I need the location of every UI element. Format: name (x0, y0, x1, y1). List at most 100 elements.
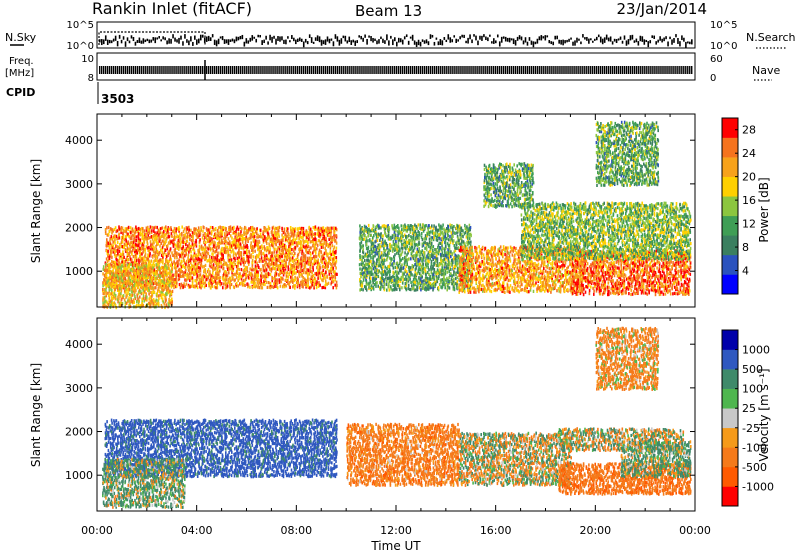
heatmap-cell (219, 276, 221, 279)
heatmap-cell (267, 228, 269, 231)
heatmap-cell (181, 284, 183, 287)
heatmap-cell (273, 231, 275, 234)
heatmap-cell (143, 299, 145, 302)
freq-sample (507, 66, 508, 74)
heatmap-cell (260, 250, 262, 253)
heatmap-cell (151, 299, 153, 302)
freq-sample (186, 66, 187, 74)
heatmap-cell (222, 233, 224, 236)
heatmap-cell (396, 288, 398, 291)
freq-sample (618, 66, 619, 74)
noise-sample (515, 40, 517, 45)
freq-sample (554, 66, 555, 74)
noise-sample (485, 36, 487, 40)
noise-sample (166, 40, 168, 44)
heatmap-cell (232, 277, 234, 280)
heatmap-cell (106, 226, 108, 229)
heatmap-cell (302, 238, 304, 241)
heatmap-cell (128, 258, 130, 261)
freq-sample (176, 66, 177, 74)
heatmap-cell (116, 258, 118, 261)
noise-sample (386, 34, 388, 40)
heatmap-cell (254, 250, 256, 253)
noise-sample (554, 36, 556, 40)
heatmap-cell (122, 227, 124, 230)
heatmap-cell (162, 293, 164, 296)
freq-sample (196, 66, 197, 74)
noise-sample (206, 36, 208, 41)
freq-sample (677, 66, 678, 74)
heatmap-cell (378, 233, 380, 236)
noise-sample (396, 42, 398, 47)
heatmap-cell (368, 228, 370, 231)
heatmap-cell (225, 227, 227, 230)
heatmap-cell (202, 236, 204, 239)
freq-sample (232, 66, 233, 74)
noise-sample (562, 40, 564, 46)
heatmap-cell (278, 258, 280, 261)
freq-sample (368, 66, 369, 74)
heatmap-cell (242, 241, 244, 244)
noise-sample (487, 37, 489, 41)
noise-sample (451, 39, 453, 42)
heatmap-cell (165, 229, 167, 232)
freq-sample (224, 66, 225, 74)
freq-sample (370, 66, 371, 74)
heatmap-cell (116, 282, 118, 285)
heatmap-cell (256, 274, 258, 277)
nsearch-label: N.Search (746, 31, 796, 44)
heatmap-cell (315, 278, 317, 281)
heatmap-cell (197, 286, 199, 289)
heatmap-cell (102, 301, 104, 304)
noise-sample (101, 39, 103, 45)
heatmap-cell (109, 240, 111, 243)
noise-sample (584, 37, 586, 39)
heatmap-cell (378, 258, 380, 261)
freq-sample (451, 66, 452, 74)
freq-sample (505, 66, 506, 74)
freq-sample (412, 66, 413, 74)
heatmap-cell (294, 252, 296, 255)
heatmap-cell (112, 264, 114, 267)
heatmap-cell (246, 252, 248, 255)
heatmap-cell (325, 260, 327, 263)
freq-sample (483, 66, 484, 74)
heatmap-cell (310, 228, 312, 231)
heatmap-cell (278, 229, 280, 232)
noise-sample (465, 41, 467, 43)
noise-sample (279, 36, 281, 41)
heatmap-cell (336, 247, 338, 250)
noise-sample (107, 40, 109, 45)
freq-sample (343, 66, 344, 74)
heatmap-cell (125, 239, 127, 242)
freq-sample (436, 66, 437, 74)
heatmap-cell (233, 251, 235, 254)
heatmap-cell (115, 264, 117, 267)
heatmap-cell (246, 244, 248, 247)
heatmap-cell (181, 232, 183, 235)
noise-sample (527, 42, 529, 46)
noise-sample (277, 36, 279, 41)
heatmap-cell (263, 252, 265, 255)
heatmap-cell (223, 226, 225, 229)
noise-sample (273, 36, 275, 39)
heatmap-cell (253, 268, 255, 271)
heatmap-cell (248, 250, 250, 253)
noise-sample (444, 37, 446, 40)
freq-sample (273, 66, 274, 74)
heatmap-cell (164, 288, 166, 291)
heatmap-cell (105, 300, 107, 303)
heatmap-cell (247, 270, 249, 273)
heatmap-cell (265, 229, 267, 232)
heatmap-cell (265, 257, 267, 260)
freq-sample (527, 66, 528, 74)
heatmap-cell (208, 252, 210, 255)
nsky-tick-low: 10^0 (67, 41, 94, 52)
heatmap-cell (275, 243, 277, 246)
heatmap-cell (225, 244, 227, 247)
heatmap-cell (154, 264, 156, 267)
heatmap-cell (173, 260, 175, 263)
heatmap-cell (206, 278, 208, 281)
heatmap-cell (320, 233, 322, 236)
heatmap-cell (161, 266, 163, 269)
